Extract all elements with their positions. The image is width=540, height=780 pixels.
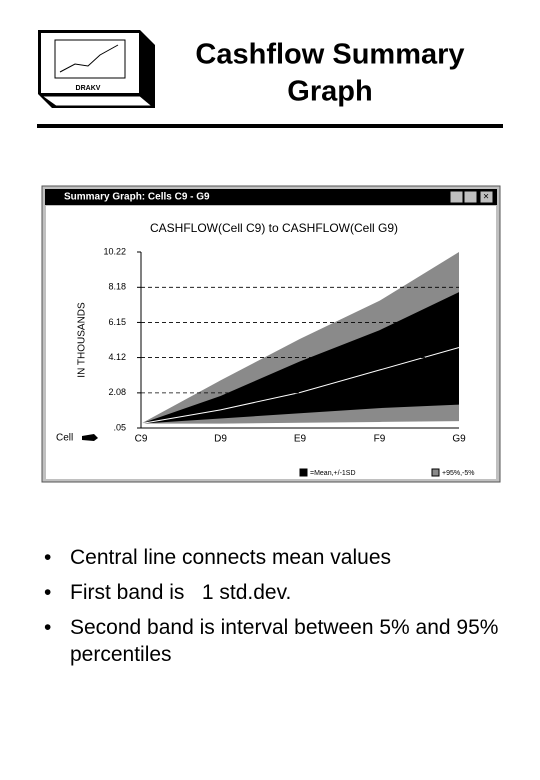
slide-title: Graph: [287, 76, 372, 108]
band: [141, 292, 459, 424]
legend-label: +95%,-5%: [442, 470, 475, 477]
bullet: Central line connects mean values: [30, 544, 510, 571]
y-tick-label: 2.08: [108, 387, 126, 397]
bullets: Central line connects mean values First b…: [30, 544, 510, 676]
x-tick-label: D9: [214, 434, 227, 445]
mean-line: [140, 347, 460, 425]
x-label-arrow: [82, 434, 98, 441]
chart-title: CASHFLOW(Cell C9) to CASHFLOW(Cell G9): [150, 221, 398, 235]
window-buttons[interactable]: ×: [449, 190, 494, 204]
logo-label: DRAKV: [76, 85, 101, 92]
y-tick-label: 6.15: [108, 317, 126, 327]
y-tick-label: 10.22: [103, 246, 126, 256]
x-tick-label: C9: [135, 434, 148, 445]
y-tick-label: 4.12: [108, 352, 126, 362]
window-title: Summary Graph: Cells C9 - G9: [64, 192, 210, 203]
x-tick-label: E9: [294, 434, 307, 445]
legend-label: =Mean,+/-1SD: [310, 470, 356, 477]
slide-title: Cashflow Summary: [195, 39, 464, 71]
legend-key: [431, 468, 440, 477]
x-tick-label: F9: [374, 434, 386, 445]
bullet: First band is 1 std.dev.: [30, 579, 510, 606]
svg-text:×: ×: [483, 192, 489, 203]
rule: [37, 124, 503, 128]
x-tick-label: G9: [452, 434, 466, 445]
title-bar: [45, 189, 497, 205]
x-axis-label: Cell: [56, 433, 73, 444]
legend-key: [299, 468, 308, 477]
y-axis-label: IN THOUSANDS: [77, 302, 88, 378]
y-tick-label: .05: [113, 422, 126, 432]
slide-graphics: DRAKV Cashflow Summary Graph Summary Gra…: [37, 30, 503, 483]
y-tick-label: 8.18: [108, 282, 126, 292]
logo: DRAKV: [38, 30, 155, 108]
bullet: Second band is interval between 5% and 9…: [30, 614, 510, 668]
